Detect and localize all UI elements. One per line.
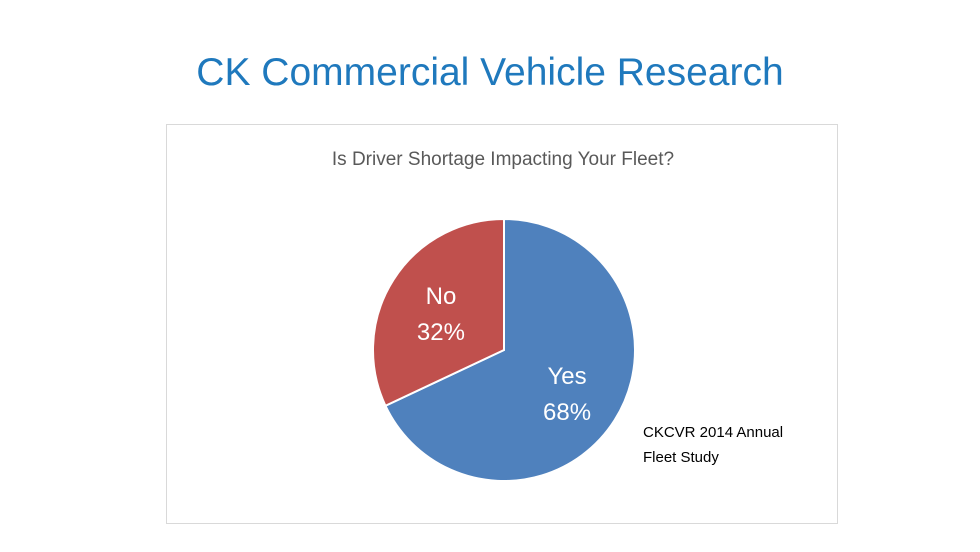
pie-labels: Yes 68% No 32% — [417, 283, 591, 426]
chart-title: Is Driver Shortage Impacting Your Fleet? — [332, 149, 674, 170]
slide-title: CK Commercial Vehicle Research — [196, 51, 784, 94]
slice-value-label-no: 32% — [417, 319, 465, 346]
pie-slice-no — [372, 217, 505, 408]
chart-frame: Is Driver Shortage Impacting Your Fleet?… — [166, 124, 838, 524]
pie-slice-yes — [384, 217, 636, 482]
source-note: CKCVR 2014 Annual Fleet Study — [643, 424, 784, 466]
slice-category-label-no: No — [426, 283, 457, 310]
pie-slices — [372, 217, 636, 482]
slice-category-label-yes: Yes — [547, 363, 586, 390]
pie-chart: Is Driver Shortage Impacting Your Fleet?… — [332, 149, 674, 482]
slice-value-label-yes: 68% — [543, 399, 591, 426]
